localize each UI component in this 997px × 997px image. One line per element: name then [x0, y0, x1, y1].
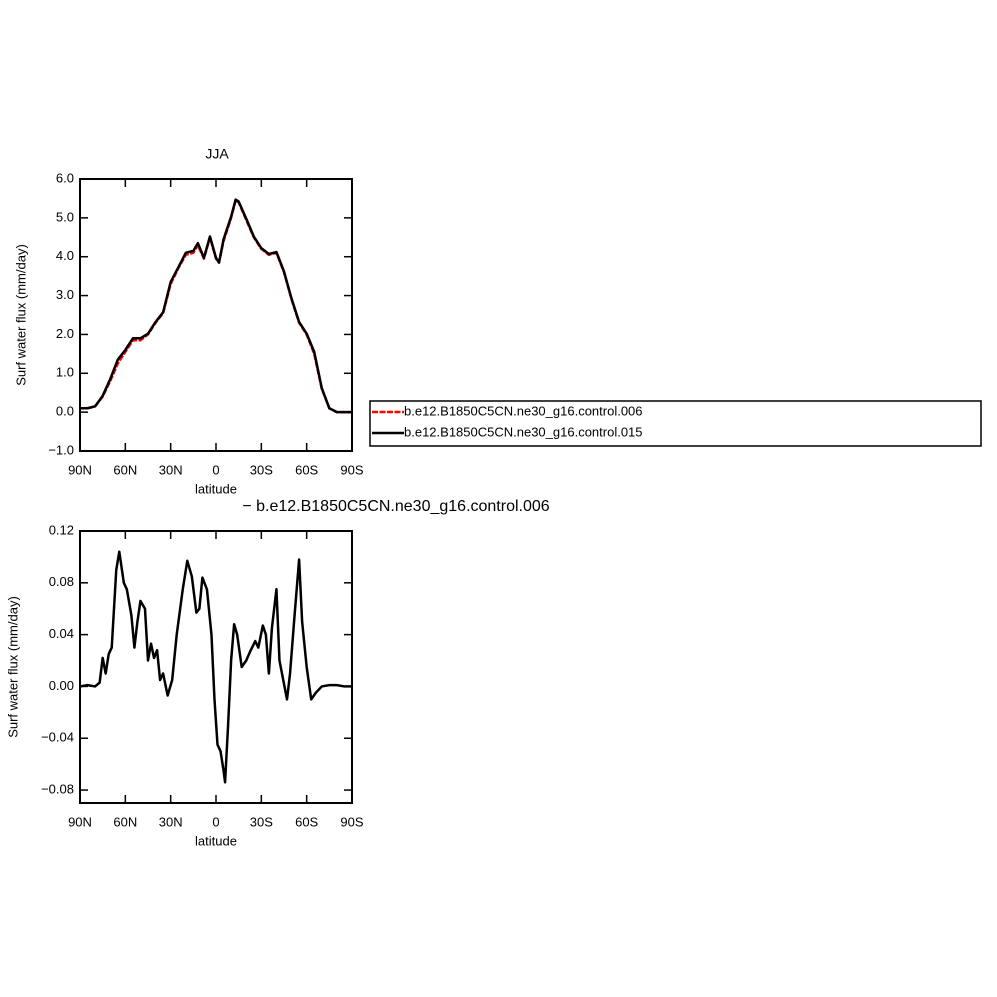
y-tick-label: 2.0 [56, 326, 74, 341]
y-tick-label: 6.0 [56, 170, 74, 185]
y-tick-label: 0.08 [49, 574, 74, 589]
x-tick-label: 60N [113, 814, 137, 829]
x-axis-label: latitude [195, 833, 237, 848]
x-tick-label: 30S [250, 814, 273, 829]
x-tick-label: 0 [212, 462, 219, 477]
data-line [80, 199, 352, 414]
y-tick-label: −0.04 [41, 730, 74, 745]
x-tick-label: 90S [340, 462, 363, 477]
legend-label: b.e12.B1850C5CN.ne30_g16.control.006 [404, 403, 643, 418]
y-tick-label: 0.04 [49, 626, 74, 641]
x-tick-label: 0 [212, 814, 219, 829]
y-tick-label: −1.0 [48, 442, 74, 457]
data-line [79, 550, 352, 784]
legend-box [369, 400, 982, 447]
x-tick-label: 60S [295, 462, 318, 477]
y-tick-label: 4.0 [56, 248, 74, 263]
y-tick-label: 0.12 [49, 522, 74, 537]
y-tick-label: 0.0 [56, 404, 74, 419]
x-tick-label: 90S [340, 814, 363, 829]
x-tick-label: 90N [68, 814, 92, 829]
x-axis-label: latitude [195, 481, 237, 496]
data-line [80, 198, 352, 414]
x-tick-label: 90N [68, 462, 92, 477]
x-tick-label: 60N [113, 462, 137, 477]
x-tick-label: 30N [159, 462, 183, 477]
x-tick-label: 30S [250, 462, 273, 477]
y-tick-label: 5.0 [56, 209, 74, 224]
y-tick-label: 1.0 [56, 365, 74, 380]
plot-frame [79, 530, 353, 804]
y-axis-label: Surf water flux (mm/day) [13, 244, 28, 386]
x-tick-label: 60S [295, 814, 318, 829]
x-tick-label: 30N [159, 814, 183, 829]
legend-label: b.e12.B1850C5CN.ne30_g16.control.015 [404, 424, 643, 439]
y-tick-label: 0.00 [49, 678, 74, 693]
plot-frame [79, 178, 353, 452]
y-tick-label: 3.0 [56, 287, 74, 302]
chart-title: JJA [205, 146, 229, 162]
y-axis-label: Surf water flux (mm/day) [5, 596, 20, 738]
chart-title: − b.e12.B1850C5CN.ne30_g16.control.006 [242, 498, 549, 515]
y-tick-label: −0.08 [41, 781, 74, 796]
